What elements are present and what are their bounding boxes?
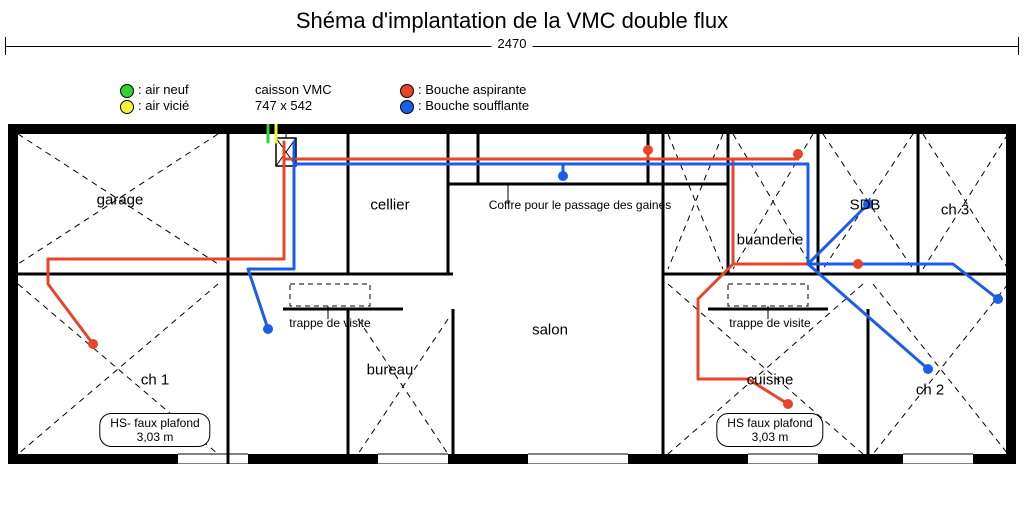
room-label-buanderie: buanderie <box>737 232 804 249</box>
legend-dot-air-vicie <box>120 100 134 114</box>
legend-block-right: : Bouche aspirante : Bouche soufflante <box>400 82 529 114</box>
legend-dot-aspirante <box>400 84 414 98</box>
room-label-ch-3: ch 3 <box>941 202 969 219</box>
dim-tick-right <box>1018 37 1019 55</box>
room-label-bureau: bureau <box>367 362 414 379</box>
room-label-cuisine: cuisine <box>747 372 794 389</box>
legend-label-soufflante: : Bouche soufflante <box>418 98 529 113</box>
room-label-ch-2: ch 2 <box>916 382 944 399</box>
room-label-garage: garage <box>97 192 144 209</box>
note-label: trappe de visite <box>729 316 810 330</box>
room-label-cellier: cellier <box>370 197 409 214</box>
dimension-label: 2470 <box>492 36 533 51</box>
legend-label-aspirante: : Bouche aspirante <box>418 82 526 97</box>
dim-tick-left <box>5 37 6 55</box>
vmc-label-l2: 747 x 542 <box>255 98 332 114</box>
legend-label-air-vicie: : air vicié <box>138 98 189 113</box>
room-label-SDB: SDB <box>850 197 881 214</box>
room-label-ch-1: ch 1 <box>141 372 169 389</box>
legend-label-air-neuf: : air neuf <box>138 82 189 97</box>
legend-dot-air-neuf <box>120 84 134 98</box>
note-label: Coffre pour le passage des gaines <box>489 198 672 212</box>
vmc-label-l1: caisson VMC <box>255 82 332 98</box>
floor-plan: garage cellier salon bureau ch 1 cuisine ch 2 c… <box>8 124 1016 464</box>
legend-dot-soufflante <box>400 100 414 114</box>
note-label: trappe de visite <box>289 316 370 330</box>
page-title: Shéma d'implantation de la VMC double fl… <box>0 8 1024 34</box>
hs-plafond-box: HS faux plafond3,03 m <box>716 413 823 447</box>
room-label-salon: salon <box>532 322 568 339</box>
legend-vmc: caisson VMC 747 x 542 <box>255 82 332 114</box>
hs-plafond-box: HS- faux plafond3,03 m <box>99 413 210 447</box>
legend-block-left: : air neuf : air vicié <box>120 82 189 114</box>
